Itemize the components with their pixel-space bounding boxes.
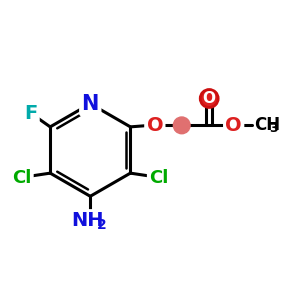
- Text: Cl: Cl: [12, 169, 32, 187]
- Text: O: O: [146, 116, 163, 135]
- Text: 3: 3: [269, 122, 278, 135]
- Text: CH: CH: [255, 116, 281, 134]
- Text: N: N: [82, 94, 99, 114]
- Text: NH: NH: [72, 211, 104, 230]
- Circle shape: [200, 89, 218, 107]
- Text: O: O: [203, 91, 216, 106]
- Text: F: F: [24, 104, 38, 123]
- Circle shape: [173, 117, 190, 134]
- Text: 2: 2: [97, 218, 107, 232]
- Text: O: O: [225, 116, 242, 135]
- Text: Cl: Cl: [149, 169, 168, 187]
